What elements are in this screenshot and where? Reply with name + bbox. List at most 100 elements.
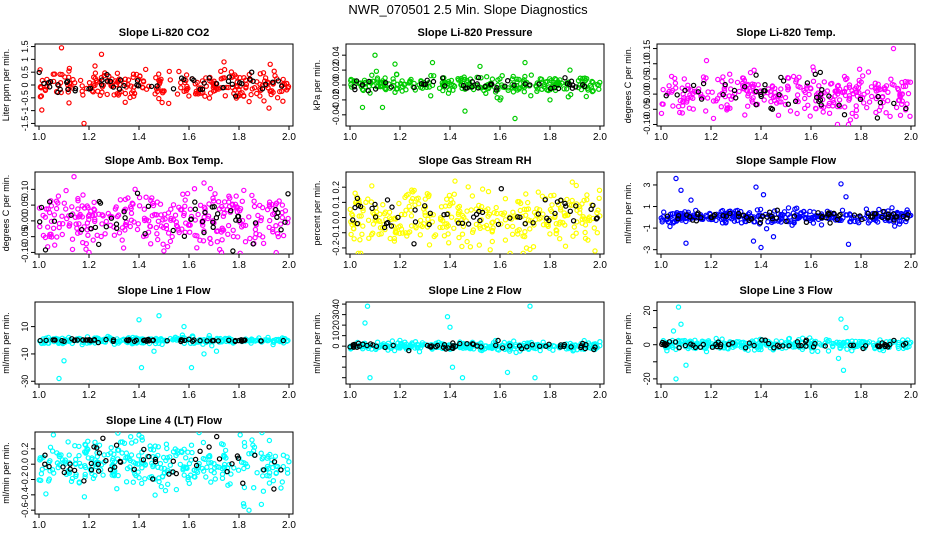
series-point (241, 460, 247, 466)
y-tick-label: 0 (20, 82, 30, 87)
reference-point (67, 461, 73, 467)
reference-point (108, 215, 115, 221)
series-point (284, 454, 290, 460)
series-point (538, 76, 545, 83)
reference-point (580, 81, 586, 88)
series-point (128, 452, 135, 458)
series-point (897, 112, 904, 119)
reference-point (469, 84, 475, 90)
series-point (206, 201, 212, 207)
series-point (76, 443, 82, 450)
plot-frame (345, 171, 605, 255)
series-point (418, 222, 424, 228)
y-tick-label: 1 (642, 204, 652, 209)
reference-point (178, 75, 185, 81)
series-point (157, 460, 164, 467)
reference-point (381, 224, 388, 231)
series-point (230, 227, 236, 233)
x-tick-label: 1.6 (804, 132, 818, 143)
reference-point (546, 341, 552, 347)
series-point (180, 191, 186, 197)
series-point (187, 206, 194, 212)
series-point (119, 225, 126, 231)
series-point (802, 214, 808, 220)
reference-point (67, 466, 73, 472)
series-point (362, 81, 368, 87)
series-point (219, 237, 225, 243)
series-point (437, 215, 444, 221)
series-point (548, 192, 554, 199)
reference-point (369, 205, 375, 212)
reference-point (72, 85, 79, 92)
reference-point (278, 467, 284, 473)
plot-frame (34, 171, 294, 255)
series-point (658, 110, 665, 117)
x-tick-label: 1.6 (493, 260, 507, 271)
reference-point (192, 456, 199, 463)
series-point (534, 88, 540, 95)
series-point (157, 78, 163, 84)
series-point (152, 492, 158, 498)
series-point (521, 88, 528, 95)
series-point (585, 237, 591, 243)
series-point (812, 214, 819, 220)
series-point (222, 93, 228, 99)
series-point (272, 453, 279, 459)
series-point (253, 230, 259, 237)
series-point (48, 218, 55, 225)
reference-point (430, 78, 437, 85)
series-point (428, 93, 434, 99)
series-point (204, 464, 210, 470)
series-point (154, 236, 161, 243)
series-point (135, 221, 141, 227)
reference-point (465, 221, 472, 227)
y-tick-label: -0.1 (331, 225, 341, 241)
series-point (73, 221, 79, 227)
series-point (270, 478, 277, 484)
series-point (123, 450, 130, 456)
series-point (229, 74, 235, 80)
reference-point (857, 96, 864, 103)
series-point (165, 230, 172, 236)
series-point (690, 106, 697, 112)
series-point (140, 78, 147, 85)
reference-point (742, 83, 748, 90)
y-tick-label: -0.02 (331, 90, 341, 111)
series-point (42, 86, 49, 92)
series-point (547, 76, 553, 82)
chart-panel-5: Slope Gas Stream RH1.0 1.2 1.4 1.6 1.8 2.0-0.… (312, 155, 607, 271)
series-point (82, 463, 88, 469)
series-point (459, 231, 466, 237)
series-point (52, 242, 58, 248)
series-point (186, 221, 192, 228)
series-point (241, 465, 247, 472)
outlier-point (452, 178, 458, 184)
outlier-point (246, 507, 252, 513)
reference-point (38, 204, 45, 211)
x-tick-label: 1.8 (232, 390, 246, 401)
series-point (468, 207, 474, 213)
series-point (240, 501, 247, 507)
series-point (158, 483, 164, 490)
reference-point (170, 469, 176, 475)
series-point (843, 76, 849, 83)
reference-point (235, 213, 242, 220)
reference-point (816, 98, 822, 105)
reference-point (250, 78, 256, 84)
series-point (382, 209, 389, 215)
series-point (502, 217, 509, 223)
series-point (237, 250, 243, 254)
series-point (180, 467, 186, 473)
series-point (70, 76, 76, 83)
series-point (893, 104, 900, 111)
series-point (417, 232, 423, 238)
x-tick-label: 1.2 (704, 132, 718, 143)
series-point (793, 79, 799, 85)
outlier-point (758, 244, 764, 251)
series-point (63, 215, 70, 222)
reference-point (422, 81, 429, 88)
reference-point (798, 342, 804, 349)
series-point (45, 224, 51, 230)
series-point (383, 85, 389, 92)
reference-point (727, 210, 733, 217)
